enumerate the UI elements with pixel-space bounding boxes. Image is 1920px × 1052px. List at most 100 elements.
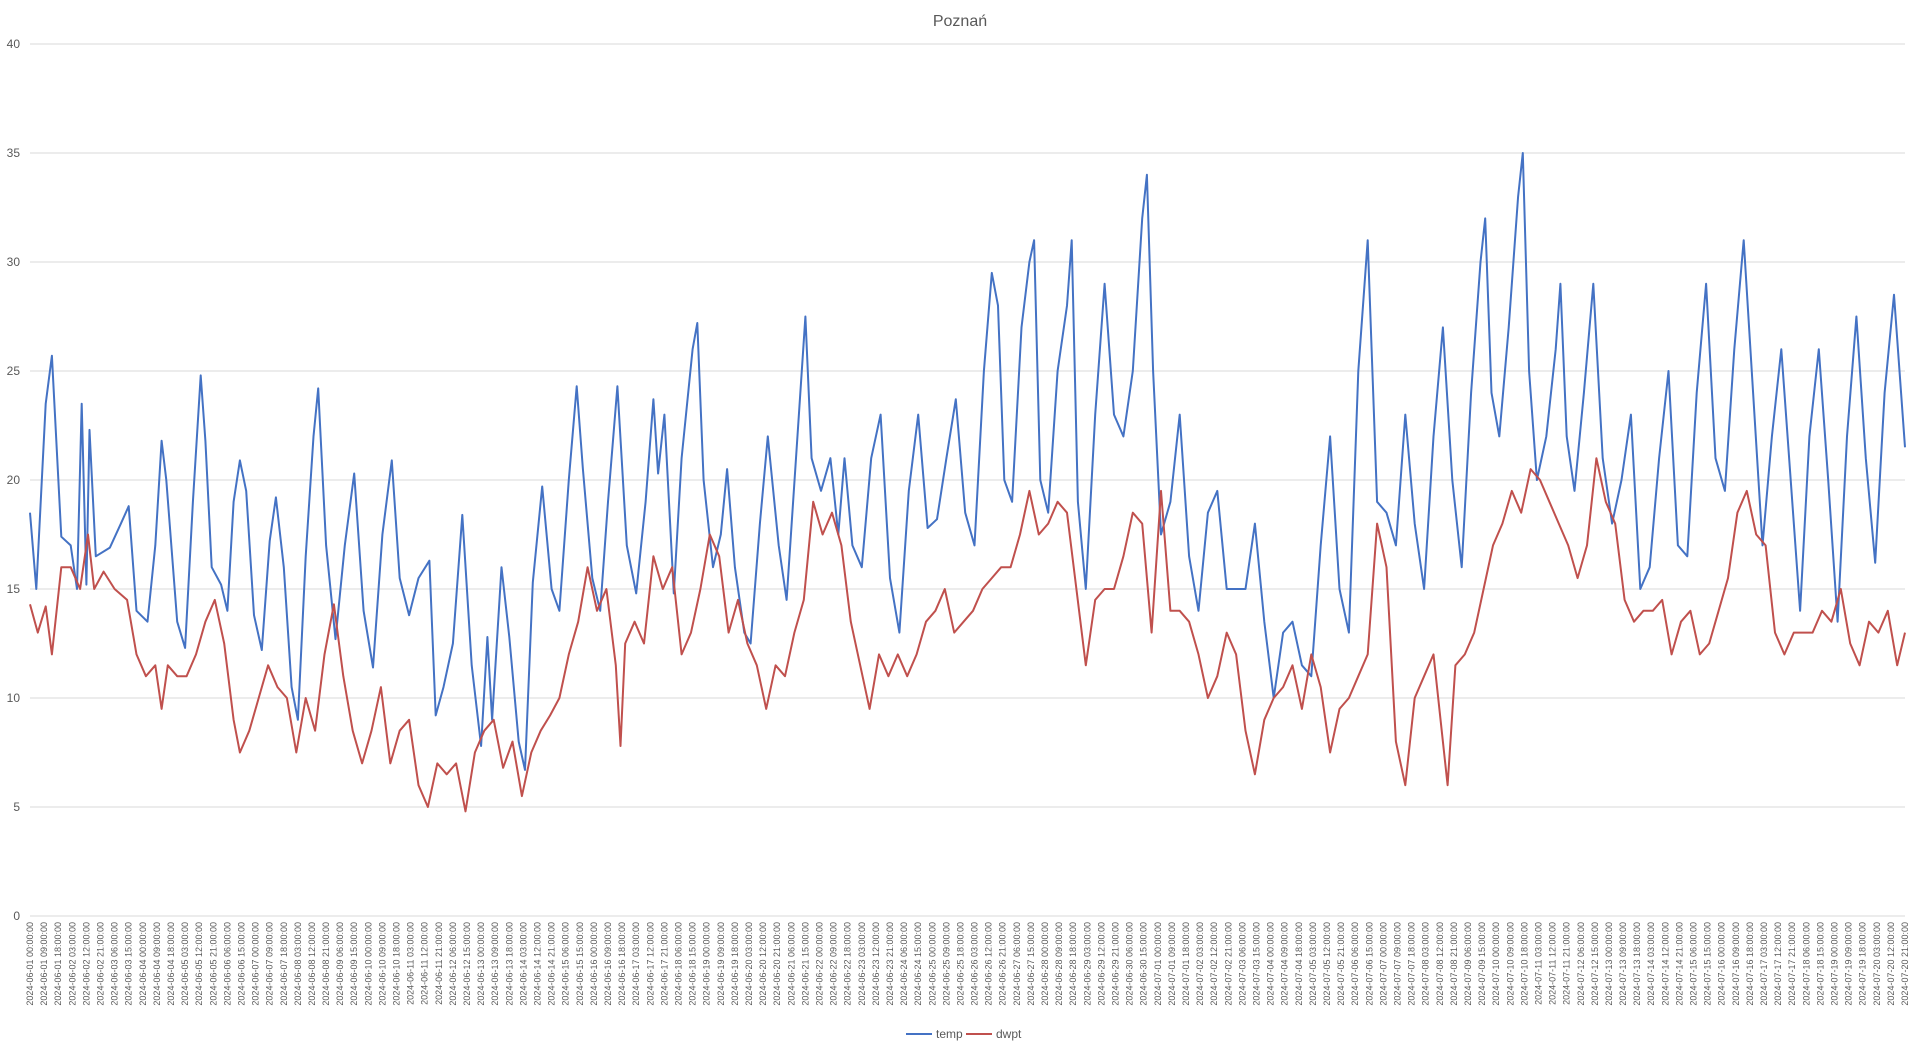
x-tick-label: 2024-07-06 06:00:00 bbox=[1350, 922, 1360, 1006]
x-tick-label: 2024-07-20 21:00:00 bbox=[1900, 922, 1910, 1006]
x-tick-label: 2024-07-05 21:00:00 bbox=[1336, 922, 1346, 1006]
x-tick-label: 2024-07-19 09:00:00 bbox=[1844, 922, 1854, 1006]
x-tick-label: 2024-06-17 12:00:00 bbox=[645, 922, 655, 1006]
x-tick-label: 2024-07-01 09:00:00 bbox=[1167, 922, 1177, 1006]
x-tick-label: 2024-06-10 00:00:00 bbox=[363, 922, 373, 1006]
x-tick-label: 2024-06-04 18:00:00 bbox=[166, 922, 176, 1006]
x-tick-label: 2024-06-22 09:00:00 bbox=[829, 922, 839, 1006]
x-tick-label: 2024-06-10 18:00:00 bbox=[392, 922, 402, 1006]
x-tick-label: 2024-06-04 09:00:00 bbox=[152, 922, 162, 1006]
x-tick-label: 2024-06-20 21:00:00 bbox=[772, 922, 782, 1006]
y-tick-label: 10 bbox=[7, 691, 21, 705]
x-tick-label: 2024-06-29 12:00:00 bbox=[1096, 922, 1106, 1006]
x-tick-label: 2024-06-05 03:00:00 bbox=[180, 922, 190, 1006]
x-tick-label: 2024-06-11 12:00:00 bbox=[420, 922, 430, 1005]
x-tick-label: 2024-06-26 12:00:00 bbox=[984, 922, 994, 1006]
x-tick-label: 2024-07-10 00:00:00 bbox=[1491, 922, 1501, 1006]
x-tick-label: 2024-07-13 18:00:00 bbox=[1632, 922, 1642, 1006]
x-tick-label: 2024-07-07 00:00:00 bbox=[1378, 922, 1388, 1006]
y-tick-label: 20 bbox=[7, 473, 21, 487]
x-tick-label: 2024-07-11 12:00:00 bbox=[1548, 922, 1558, 1005]
x-tick-label: 2024-06-15 15:00:00 bbox=[575, 922, 585, 1006]
x-tick-label: 2024-07-13 09:00:00 bbox=[1618, 922, 1628, 1006]
x-tick-label: 2024-07-07 18:00:00 bbox=[1407, 922, 1417, 1006]
x-tick-label: 2024-07-05 03:00:00 bbox=[1308, 922, 1318, 1006]
x-tick-label: 2024-06-19 00:00:00 bbox=[702, 922, 712, 1006]
y-tick-label: 0 bbox=[13, 909, 20, 923]
x-tick-label: 2024-07-03 06:00:00 bbox=[1237, 922, 1247, 1006]
y-tick-label: 25 bbox=[7, 364, 21, 378]
y-tick-label: 30 bbox=[7, 255, 21, 269]
x-tick-label: 2024-06-17 03:00:00 bbox=[631, 922, 641, 1006]
x-tick-label: 2024-06-28 00:00:00 bbox=[1040, 922, 1050, 1006]
x-tick-label: 2024-06-16 18:00:00 bbox=[617, 922, 627, 1006]
x-tick-label: 2024-06-03 06:00:00 bbox=[110, 922, 120, 1006]
x-tick-label: 2024-06-28 09:00:00 bbox=[1054, 922, 1064, 1006]
x-tick-label: 2024-06-24 06:00:00 bbox=[899, 922, 909, 1006]
x-tick-label: 2024-06-23 03:00:00 bbox=[857, 922, 867, 1006]
x-tick-label: 2024-06-18 06:00:00 bbox=[673, 922, 683, 1006]
x-tick-label: 2024-07-18 06:00:00 bbox=[1801, 922, 1811, 1006]
y-tick-label: 35 bbox=[7, 146, 21, 160]
x-tick-label: 2024-07-11 03:00:00 bbox=[1533, 922, 1543, 1005]
x-tick-label: 2024-06-09 15:00:00 bbox=[349, 922, 359, 1006]
x-tick-label: 2024-06-13 09:00:00 bbox=[490, 922, 500, 1006]
y-tick-label: 15 bbox=[7, 582, 21, 596]
x-tick-label: 2024-06-22 00:00:00 bbox=[814, 922, 824, 1006]
x-tick-label: 2024-06-27 06:00:00 bbox=[1012, 922, 1022, 1006]
x-tick-label: 2024-06-02 03:00:00 bbox=[67, 922, 77, 1006]
x-tick-label: 2024-06-13 00:00:00 bbox=[476, 922, 486, 1006]
x-tick-label: 2024-06-02 12:00:00 bbox=[81, 922, 91, 1006]
grid-lines bbox=[30, 43, 1905, 917]
x-tick-label: 2024-07-14 03:00:00 bbox=[1646, 922, 1656, 1006]
x-tick-label: 2024-06-20 03:00:00 bbox=[744, 922, 754, 1006]
x-tick-label: 2024-07-09 06:00:00 bbox=[1463, 922, 1473, 1006]
x-tick-label: 2024-06-05 12:00:00 bbox=[194, 922, 204, 1006]
x-tick-label: 2024-07-12 06:00:00 bbox=[1576, 922, 1586, 1006]
x-tick-label: 2024-06-07 18:00:00 bbox=[279, 922, 289, 1006]
x-tick-label: 2024-06-15 06:00:00 bbox=[561, 922, 571, 1006]
y-axis-ticks: 0 5 10 15 20 25 30 35 40 bbox=[7, 37, 21, 923]
x-tick-label: 2024-06-26 03:00:00 bbox=[970, 922, 980, 1006]
x-tick-label: 2024-07-01 18:00:00 bbox=[1181, 922, 1191, 1006]
x-tick-label: 2024-07-19 00:00:00 bbox=[1830, 922, 1840, 1006]
x-tick-label: 2024-06-14 03:00:00 bbox=[518, 922, 528, 1006]
x-tick-label: 2024-07-07 09:00:00 bbox=[1392, 922, 1402, 1006]
x-tick-label: 2024-07-17 12:00:00 bbox=[1773, 922, 1783, 1006]
x-tick-label: 2024-06-17 21:00:00 bbox=[659, 922, 669, 1006]
x-tick-label: 2024-06-16 09:00:00 bbox=[603, 922, 613, 1006]
x-tick-label: 2024-07-17 21:00:00 bbox=[1787, 922, 1797, 1006]
legend-label-temp: temp bbox=[936, 1027, 963, 1041]
x-axis-ticks: 2024-06-01 00:00:00 2024-06-01 09:00:00 20… bbox=[25, 922, 1910, 1006]
x-tick-label: 2024-06-22 18:00:00 bbox=[843, 922, 853, 1006]
legend-label-dwpt: dwpt bbox=[996, 1027, 1022, 1041]
x-tick-label: 2024-07-20 03:00:00 bbox=[1872, 922, 1882, 1006]
x-tick-label: 2024-06-14 12:00:00 bbox=[533, 922, 543, 1006]
x-tick-label: 2024-06-28 18:00:00 bbox=[1068, 922, 1078, 1006]
x-tick-label: 2024-06-11 03:00:00 bbox=[406, 922, 416, 1005]
x-tick-label: 2024-07-16 18:00:00 bbox=[1745, 922, 1755, 1006]
x-tick-label: 2024-06-24 15:00:00 bbox=[913, 922, 923, 1006]
x-tick-label: 2024-07-04 00:00:00 bbox=[1266, 922, 1276, 1006]
x-tick-label: 2024-06-10 09:00:00 bbox=[377, 922, 387, 1006]
x-tick-label: 2024-06-11 21:00:00 bbox=[434, 922, 444, 1005]
x-tick-label: 2024-07-20 12:00:00 bbox=[1886, 922, 1896, 1006]
x-tick-label: 2024-07-16 09:00:00 bbox=[1731, 922, 1741, 1006]
x-tick-label: 2024-06-12 06:00:00 bbox=[448, 922, 458, 1006]
x-tick-label: 2024-06-29 21:00:00 bbox=[1111, 922, 1121, 1006]
x-tick-label: 2024-06-18 15:00:00 bbox=[688, 922, 698, 1006]
legend: temp dwpt bbox=[906, 1027, 1022, 1041]
x-tick-label: 2024-06-06 15:00:00 bbox=[236, 922, 246, 1006]
x-tick-label: 2024-06-14 21:00:00 bbox=[547, 922, 557, 1006]
x-tick-label: 2024-07-02 21:00:00 bbox=[1223, 922, 1233, 1006]
x-tick-label: 2024-06-25 18:00:00 bbox=[955, 922, 965, 1006]
x-tick-label: 2024-07-09 15:00:00 bbox=[1477, 922, 1487, 1006]
x-tick-label: 2024-07-04 18:00:00 bbox=[1294, 922, 1304, 1006]
x-tick-label: 2024-06-01 00:00:00 bbox=[25, 922, 35, 1006]
x-tick-label: 2024-06-21 06:00:00 bbox=[786, 922, 796, 1006]
x-tick-label: 2024-06-13 18:00:00 bbox=[504, 922, 514, 1006]
x-tick-label: 2024-07-14 12:00:00 bbox=[1660, 922, 1670, 1006]
x-tick-label: 2024-06-01 09:00:00 bbox=[39, 922, 49, 1006]
x-tick-label: 2024-06-25 00:00:00 bbox=[927, 922, 937, 1006]
x-tick-label: 2024-06-12 15:00:00 bbox=[462, 922, 472, 1006]
